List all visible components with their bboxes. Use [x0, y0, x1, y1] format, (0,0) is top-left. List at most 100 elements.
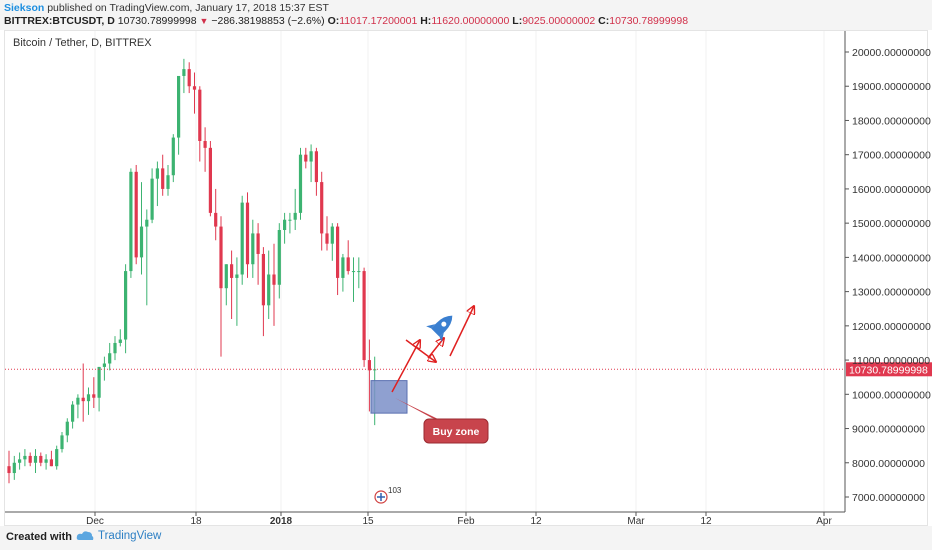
candle-body[interactable]	[97, 366, 101, 398]
candle-body[interactable]	[182, 69, 186, 76]
candle-body[interactable]	[272, 274, 276, 285]
x-tick-label: Mar	[627, 516, 645, 527]
rocket-icon[interactable]	[426, 308, 460, 342]
x-tick-label: 12	[530, 516, 542, 527]
candle-body[interactable]	[277, 230, 281, 285]
candle-body[interactable]	[7, 466, 11, 474]
candle-body[interactable]	[283, 219, 287, 230]
candle-body[interactable]	[55, 449, 59, 467]
candle-body[interactable]	[341, 257, 345, 278]
candle-body[interactable]	[177, 75, 181, 138]
low-value: 9025.00000002	[522, 15, 596, 27]
candle-body[interactable]	[145, 219, 149, 227]
candle-body[interactable]	[261, 253, 265, 306]
candle-body[interactable]	[39, 455, 43, 463]
author-link[interactable]: Siekson	[4, 2, 45, 14]
ohlc-line: BITTREX:BTCUSDT, D 10730.78999998 ▼ −286…	[4, 15, 688, 27]
created-with-text: Created with	[6, 531, 73, 543]
y-tick-label: 15000.00000000	[852, 218, 931, 230]
candle-body[interactable]	[320, 182, 324, 234]
candle-body[interactable]	[309, 151, 313, 162]
candle-body[interactable]	[113, 342, 117, 354]
rocket-window	[441, 321, 447, 327]
candle-body[interactable]	[23, 455, 27, 460]
candle-body[interactable]	[208, 147, 212, 213]
candle-body[interactable]	[139, 226, 144, 258]
candle-body[interactable]	[44, 459, 48, 463]
y-tick-label: 12000.00000000	[852, 321, 931, 333]
y-tick-label: 9000.00000000	[852, 424, 925, 436]
trend-arrow[interactable]	[427, 338, 444, 359]
candle-body[interactable]	[28, 455, 32, 463]
candle-body[interactable]	[198, 89, 202, 141]
candle-body[interactable]	[134, 171, 138, 258]
candle-body[interactable]	[367, 360, 371, 371]
y-tick-label: 11000.00000000	[852, 355, 930, 367]
candle-body[interactable]	[251, 233, 255, 265]
y-tick-label: 19000.00000000	[852, 81, 931, 93]
candle-body[interactable]	[293, 212, 297, 220]
candle-body[interactable]	[187, 69, 191, 87]
price-change: −286.38198853 (−2.6%)	[211, 15, 325, 27]
candle-body[interactable]	[161, 168, 165, 189]
candle-body[interactable]	[124, 271, 128, 340]
candle-body[interactable]	[235, 274, 239, 278]
candle-body[interactable]	[49, 459, 53, 467]
candle-body[interactable]	[102, 363, 106, 367]
published-text: published on TradingView.com, January 17…	[47, 2, 329, 14]
callout-pointer	[395, 398, 440, 420]
rocket-fins	[426, 324, 444, 342]
candle-body[interactable]	[314, 151, 318, 183]
candle-body[interactable]	[150, 178, 154, 220]
candle-body[interactable]	[86, 394, 91, 402]
candle-body[interactable]	[240, 202, 244, 275]
candle-body[interactable]	[12, 462, 16, 474]
candle-body[interactable]	[219, 226, 223, 289]
candle-body[interactable]	[155, 168, 159, 179]
trend-arrow[interactable]	[405, 339, 436, 362]
candle-body[interactable]	[336, 226, 340, 278]
x-tick-label: 2018	[270, 516, 293, 527]
candle-body[interactable]	[357, 271, 361, 273]
candle-body[interactable]	[351, 271, 356, 273]
footer-bar	[0, 526, 932, 550]
candle-body[interactable]	[256, 233, 260, 254]
candle-body[interactable]	[71, 404, 75, 422]
candle-body[interactable]	[33, 455, 38, 463]
open-value: 11017.17200001	[339, 15, 418, 27]
candle-body[interactable]	[60, 435, 64, 450]
candle-body[interactable]	[171, 137, 175, 176]
candle-body[interactable]	[192, 86, 197, 90]
candle-body[interactable]	[298, 154, 303, 213]
candle-body[interactable]	[245, 202, 250, 265]
candle-body[interactable]	[346, 257, 350, 272]
candle-body[interactable]	[18, 459, 22, 463]
candle-body[interactable]	[129, 171, 133, 272]
buy-zone-callout[interactable]	[423, 418, 489, 444]
candle-body[interactable]	[76, 397, 80, 405]
candle-body[interactable]	[325, 233, 329, 244]
candle-body[interactable]	[362, 271, 366, 361]
candle-body[interactable]	[92, 394, 96, 398]
tradingview-logo[interactable]: TradingView	[76, 530, 161, 542]
candle-body[interactable]	[81, 397, 85, 402]
candle-body[interactable]	[288, 219, 292, 221]
candle-body[interactable]	[330, 226, 334, 244]
trend-arrow[interactable]	[391, 340, 420, 393]
candle-body[interactable]	[267, 274, 271, 306]
trend-arrow[interactable]	[449, 306, 474, 357]
candle-body[interactable]	[65, 421, 69, 436]
candle-body[interactable]	[230, 264, 234, 278]
candle-body[interactable]	[108, 353, 112, 364]
candle-body[interactable]	[304, 154, 308, 162]
candle-body[interactable]	[118, 339, 122, 343]
x-tick-label: 18	[190, 516, 202, 527]
candle-body[interactable]	[166, 175, 170, 189]
candle-body[interactable]	[373, 369, 377, 371]
y-tick-label: 13000.00000000	[852, 287, 931, 299]
candle-body[interactable]	[203, 141, 207, 148]
buy-zone-box[interactable]	[370, 380, 408, 414]
candle-body[interactable]	[214, 212, 218, 227]
candle-body[interactable]	[224, 264, 228, 289]
